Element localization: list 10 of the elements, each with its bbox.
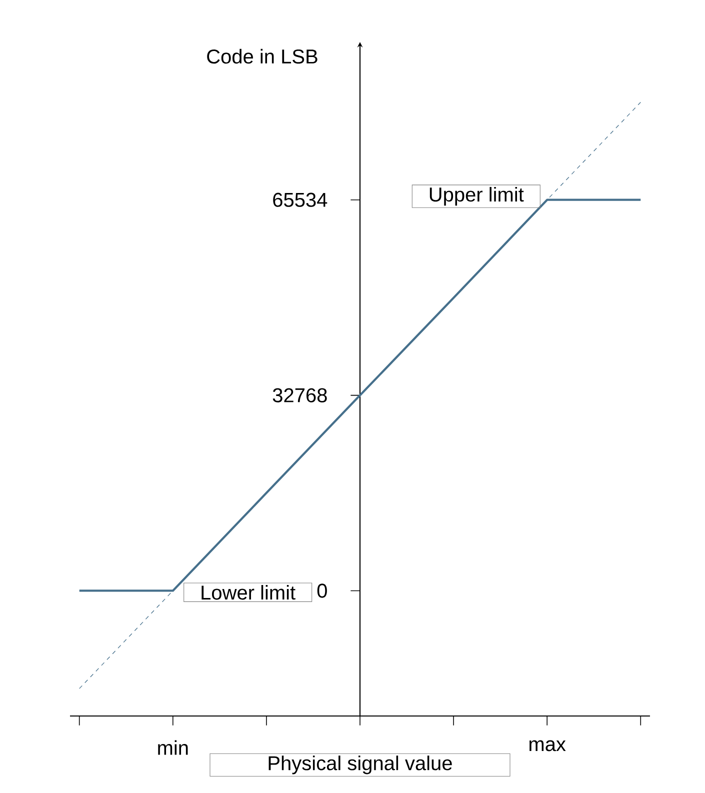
y-axis-title: Code in LSB [207, 48, 318, 64]
annotation: Lower limit [202, 585, 296, 600]
x-axis-title: Physical signal value [268, 756, 452, 774]
annotation: Upper limit [430, 186, 524, 206]
y-tick-label: 0 [317, 584, 327, 598]
y-tick-label: 32768 [272, 388, 327, 402]
x-tick-label: min [158, 740, 188, 755]
y-tick-label: 65534 [273, 192, 328, 207]
line-series [79, 102, 641, 689]
x-tick-label: max [530, 740, 566, 752]
